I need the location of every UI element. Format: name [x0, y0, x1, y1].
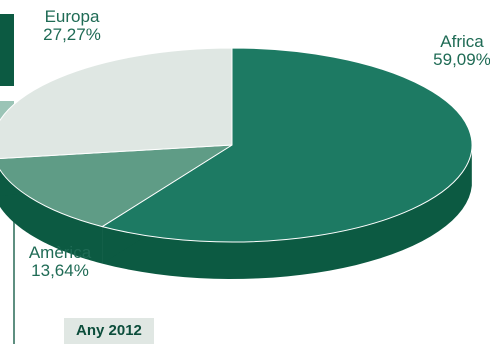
- slice-europa: [0, 47, 233, 159]
- year-badge: Any 2012: [64, 318, 154, 344]
- slice-value-europa: 27,27%: [43, 25, 101, 44]
- slice-label-amèrica: Amèrica: [29, 243, 92, 262]
- slice-label-europa: Europa: [45, 7, 100, 26]
- slice-value-amèrica: 13,64%: [31, 261, 89, 280]
- slice-side-africa: [102, 148, 472, 279]
- slice-label-africa: Africa: [440, 32, 484, 51]
- slice-value-africa: 59,09%: [433, 50, 490, 69]
- slice-africa: [101, 47, 473, 243]
- legend-divider: [13, 137, 15, 344]
- slice-side-amèrica: [0, 169, 103, 264]
- legend-swatch-dark: [0, 14, 14, 86]
- slice-amèrica: [0, 144, 233, 228]
